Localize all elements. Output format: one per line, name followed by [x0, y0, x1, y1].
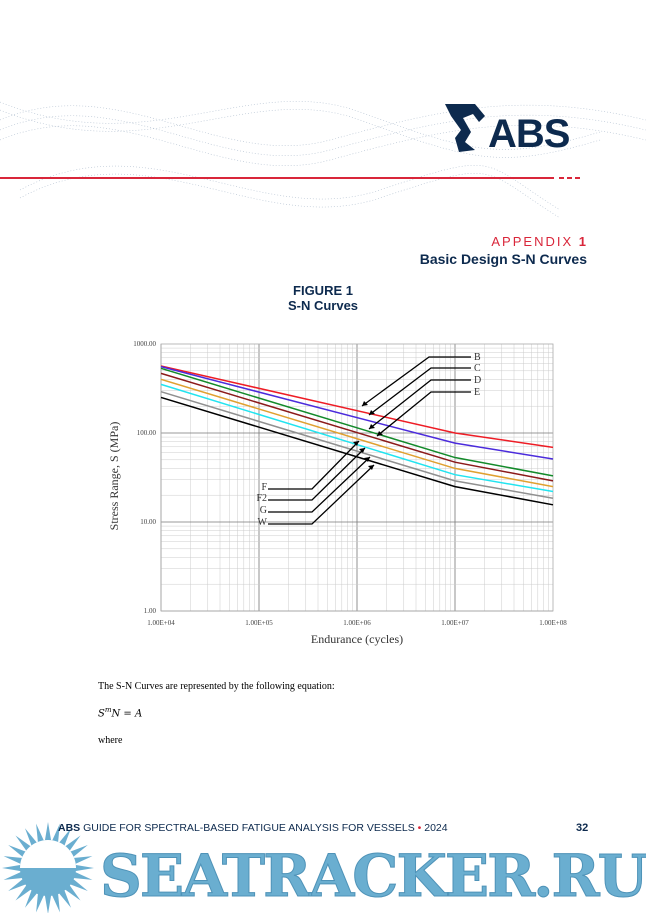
sun-ray — [44, 893, 52, 913]
watermark-sun-icon — [2, 822, 94, 913]
x-tick-label: 1.00E+06 — [343, 619, 371, 627]
series-line-w — [160, 396, 554, 506]
leader-line-d — [368, 379, 471, 430]
arrow-head-icon — [362, 401, 368, 406]
y-tick-label: 1000.00 — [133, 340, 156, 348]
curve-label-d: D — [474, 375, 481, 386]
figure-number: FIGURE 1 — [293, 283, 353, 298]
y-axis-label: Stress Range, S (MPa) — [107, 422, 121, 531]
sun-ray — [51, 823, 60, 844]
sun-ray — [15, 883, 33, 901]
x-tick-label: 1.00E+08 — [539, 619, 567, 627]
figure-caption: S-N Curves — [287, 298, 359, 313]
arrow-head-icon — [369, 424, 375, 429]
sun-ray — [3, 856, 24, 865]
series-line-e — [160, 372, 554, 482]
arrow-head-icon — [368, 465, 374, 470]
leader-line-g — [268, 456, 371, 513]
sun-ray — [63, 883, 81, 901]
header-wave-graphic — [0, 101, 646, 219]
sun-ray — [2, 864, 23, 872]
series-line-c — [160, 365, 554, 460]
sun-ray — [36, 892, 45, 913]
eq-rest: N = A — [111, 708, 143, 720]
y-tick-label: 1.00 — [144, 607, 157, 615]
arrow-head-icon — [353, 441, 359, 446]
sun-ray — [3, 871, 24, 880]
series-line-f2 — [160, 383, 554, 493]
sn-equation: SmN = A — [98, 706, 142, 719]
curve-label-f: F — [261, 482, 267, 493]
sun-ray — [58, 828, 71, 848]
curve-label-b: B — [474, 352, 481, 363]
curve-label-f2: F2 — [256, 493, 267, 504]
eq-m: m — [104, 706, 112, 714]
series-line-d — [160, 367, 554, 477]
rule-dot — [567, 177, 572, 179]
series-line-f — [160, 378, 554, 488]
sun-ray — [63, 835, 81, 853]
abs-logo: ABS — [488, 112, 570, 156]
x-tick-label: 1.00E+04 — [147, 619, 175, 627]
sun-ray — [72, 871, 93, 880]
sun-ray — [8, 845, 28, 858]
footer-separator: • — [417, 822, 422, 834]
leader-line-w — [268, 464, 375, 525]
appendix-word: APPENDIX — [491, 234, 574, 249]
series-line-b — [160, 365, 554, 449]
sun-ray — [25, 888, 38, 908]
sun-ray — [36, 823, 45, 844]
leader-line-f — [268, 440, 360, 490]
y-tick-label: 10.00 — [140, 518, 156, 526]
footer-year: 2024 — [424, 822, 448, 834]
arrow-head-icon — [364, 457, 370, 462]
sun-ray — [25, 828, 38, 848]
appendix-label: APPENDIX 1 — [491, 234, 586, 249]
abs-eagle-logo-icon — [445, 104, 485, 152]
leader-line-e — [376, 391, 471, 437]
footer-guide-title: GUIDE FOR SPECTRAL-BASED FATIGUE ANALYSI… — [83, 822, 415, 834]
curve-label-w: W — [258, 517, 268, 528]
sun-ray — [73, 864, 94, 872]
arrow-head-icon — [369, 410, 375, 415]
sun-ray — [15, 835, 33, 853]
where-text: where — [98, 735, 123, 746]
leader-line-b — [361, 356, 471, 407]
sun-ray — [68, 878, 88, 891]
watermark-text: SEATRACKER.RU — [99, 842, 646, 910]
sun-ray — [72, 856, 93, 865]
curve-label-e: E — [474, 387, 480, 398]
sun-ray — [58, 888, 71, 908]
page-number: 32 — [576, 822, 589, 834]
sun-ray — [8, 878, 28, 891]
appendix-title: Basic Design S-N Curves — [419, 251, 587, 267]
header-rule — [0, 177, 554, 179]
curve-label-c: C — [474, 363, 481, 374]
eq-s: S — [98, 708, 105, 720]
sun-ray — [51, 892, 60, 913]
rule-dot — [575, 177, 580, 179]
series-line-g — [160, 390, 554, 499]
x-axis-label: Endurance (cycles) — [311, 632, 403, 646]
leader-line-f2 — [268, 447, 366, 501]
rule-dot — [559, 177, 564, 179]
footer-title: ABS GUIDE FOR SPECTRAL-BASED FATIGUE ANA… — [58, 822, 448, 835]
arrow-head-icon — [359, 448, 365, 453]
x-tick-label: 1.00E+05 — [245, 619, 273, 627]
arrow-head-icon — [377, 431, 383, 436]
sun-ray — [68, 845, 88, 858]
footer-brand: ABS — [58, 822, 81, 834]
curve-label-g: G — [260, 505, 267, 516]
intro-text: The S-N Curves are represented by the fo… — [98, 681, 335, 692]
plot-frame — [160, 343, 554, 612]
x-tick-label: 1.00E+07 — [441, 619, 469, 627]
y-tick-label: 100.00 — [137, 429, 157, 437]
sn-chart: 1.00E+04 1.00E+05 1.00E+06 1.00E+07 1.00E+08… — [107, 340, 567, 646]
appendix-number: 1 — [578, 234, 586, 249]
leader-line-c — [368, 367, 471, 416]
sun-ray — [44, 822, 52, 843]
